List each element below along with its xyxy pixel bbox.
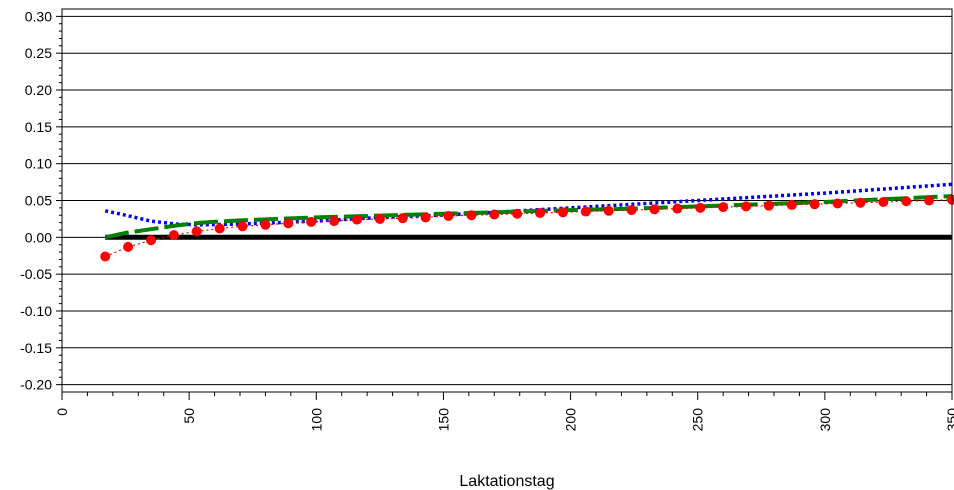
series-line-3 (104, 194, 953, 240)
series-4-point (809, 199, 820, 210)
axes: -0.20 -0.15 -0.10 -0.05 0.00 0.05 0.10 0.15 0.20… (20, 8, 954, 431)
x-tick-label: 350 (944, 408, 954, 432)
series-layer (100, 182, 954, 262)
x-tick-label: 150 (435, 408, 451, 432)
series-4-point (832, 198, 843, 209)
series-4-point (100, 251, 111, 262)
series-4-point (397, 213, 408, 224)
series-4-point (420, 212, 431, 223)
series-4-point (695, 202, 706, 213)
series-4-point (306, 216, 317, 227)
x-tick-label: 200 (563, 408, 579, 432)
series-4-point (924, 195, 935, 206)
series-4-point (672, 203, 683, 214)
y-tick-label: 0.10 (25, 156, 52, 172)
series-4-point (741, 201, 752, 212)
y-tick-label: -0.15 (20, 340, 52, 356)
series-4-point (489, 209, 500, 220)
series-4-point (718, 202, 729, 213)
series-4-point (557, 207, 568, 218)
series-4-point (168, 230, 179, 241)
series-4-point (283, 218, 294, 229)
series-4-point (512, 208, 523, 219)
series-4-point (901, 196, 912, 207)
series-4-point (214, 223, 225, 234)
series-4-point (329, 216, 340, 227)
x-tick-label: 0 (54, 408, 70, 416)
series-4-point (603, 205, 614, 216)
series-4-point (237, 221, 248, 232)
y-tick-label: 0.05 (25, 193, 52, 209)
y-tick-label: -0.10 (20, 303, 52, 319)
series-4-point (649, 204, 660, 215)
series-4-point (146, 235, 156, 246)
y-tick-label: -0.20 (20, 377, 52, 393)
y-tick-label: 0.30 (25, 8, 52, 24)
series-4-point (763, 200, 774, 211)
series-4-point (374, 213, 385, 224)
x-axis-label: Laktationstag (459, 473, 554, 490)
series-4-point (878, 196, 889, 207)
x-tick-label: 250 (690, 408, 706, 432)
series-4-point (855, 197, 866, 208)
series-4-point (466, 210, 477, 221)
series-4-point (535, 208, 546, 219)
series-4-point (786, 199, 797, 210)
x-tick-label: 50 (181, 408, 197, 424)
series-4-point (443, 210, 454, 221)
x-tick-label: 300 (817, 408, 833, 432)
series-4-point (580, 206, 591, 217)
series-4-point (123, 241, 134, 252)
series-4-point (191, 226, 202, 237)
series-4-point (260, 219, 271, 230)
y-tick-label: -0.05 (20, 266, 52, 282)
x-tick-label: 100 (308, 408, 324, 432)
series-4-point (626, 205, 637, 216)
y-tick-label: 0.00 (25, 229, 52, 245)
y-tick-label: 0.20 (25, 82, 52, 98)
y-tick-label: 0.25 (25, 45, 52, 61)
series-4-point (351, 214, 362, 225)
y-tick-label: 0.15 (25, 119, 52, 135)
